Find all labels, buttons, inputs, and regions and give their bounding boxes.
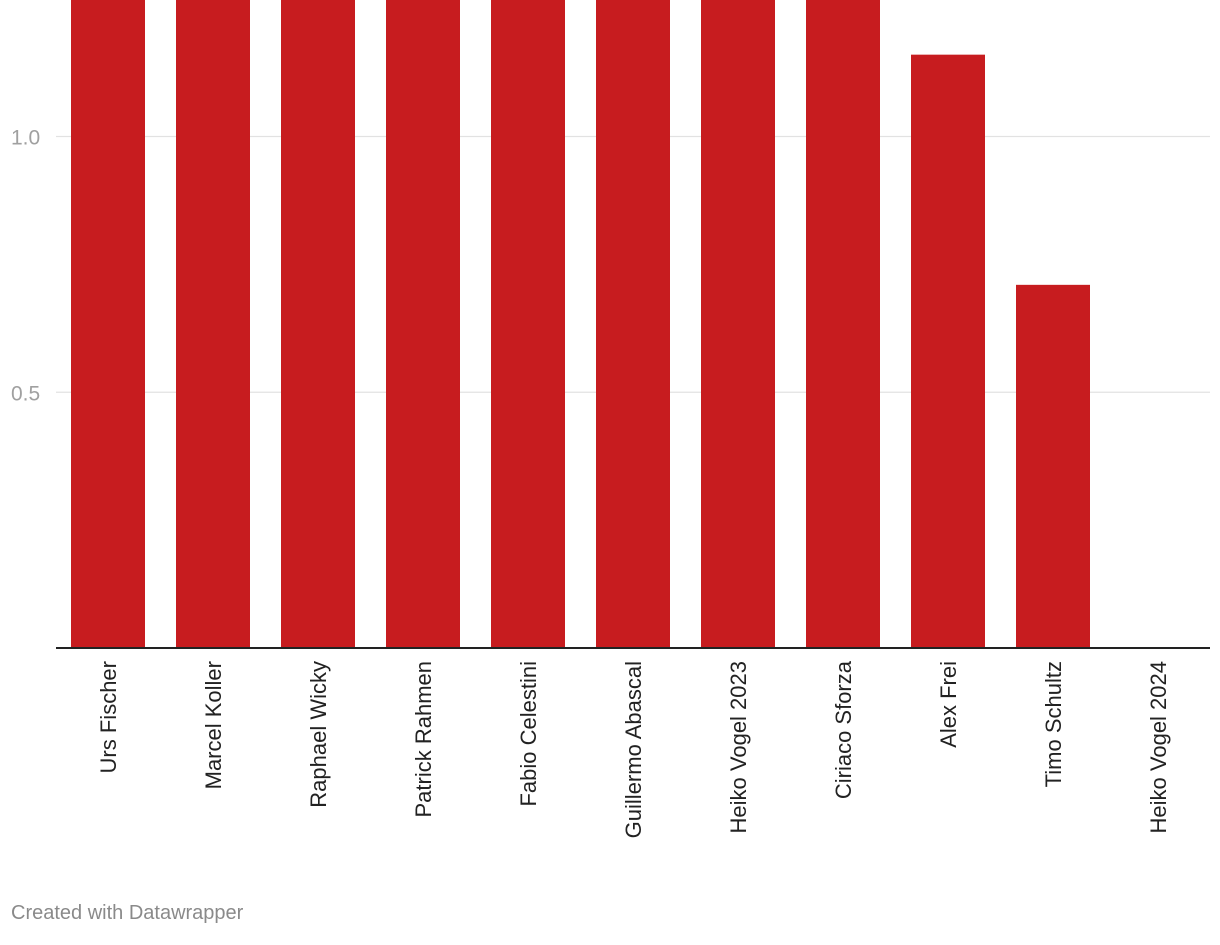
x-tick-label: Heiko Vogel 2023 xyxy=(726,661,751,833)
x-tick-label: Alex Frei xyxy=(936,661,961,748)
x-tick-label: Urs Fischer xyxy=(96,661,121,773)
bar xyxy=(1016,284,1090,648)
x-tick-label: Guillermo Abascal xyxy=(621,661,646,838)
bar xyxy=(281,0,355,648)
x-tick-label: Patrick Rahmen xyxy=(411,661,436,818)
bar xyxy=(806,0,880,648)
y-tick-label: 0.5 xyxy=(11,382,40,405)
bar xyxy=(491,0,565,648)
bar xyxy=(701,0,775,649)
bar xyxy=(71,0,145,648)
bar xyxy=(911,54,985,649)
datawrapper-credit: Created with Datawrapper xyxy=(11,902,244,924)
x-tick-label: Marcel Koller xyxy=(201,661,226,789)
bar xyxy=(386,0,460,649)
x-tick-label: Raphael Wicky xyxy=(306,661,331,808)
x-tick-label: Heiko Vogel 2024 xyxy=(1146,661,1171,833)
x-axis-ticks: Urs Fischer Marcel Koller Raphael Wicky Pat… xyxy=(96,660,1171,838)
x-tick-label: Fabio Celestini xyxy=(516,661,541,807)
y-tick-label: 1.0 xyxy=(11,127,40,150)
bar xyxy=(176,0,250,648)
y-axis-ticks: 0.51.01.52.0 xyxy=(11,127,40,406)
x-tick-label: Timo Schultz xyxy=(1041,661,1066,787)
bar xyxy=(596,0,670,648)
x-tick-label: Ciriaco Sforza xyxy=(831,660,856,799)
bars xyxy=(71,0,1090,649)
